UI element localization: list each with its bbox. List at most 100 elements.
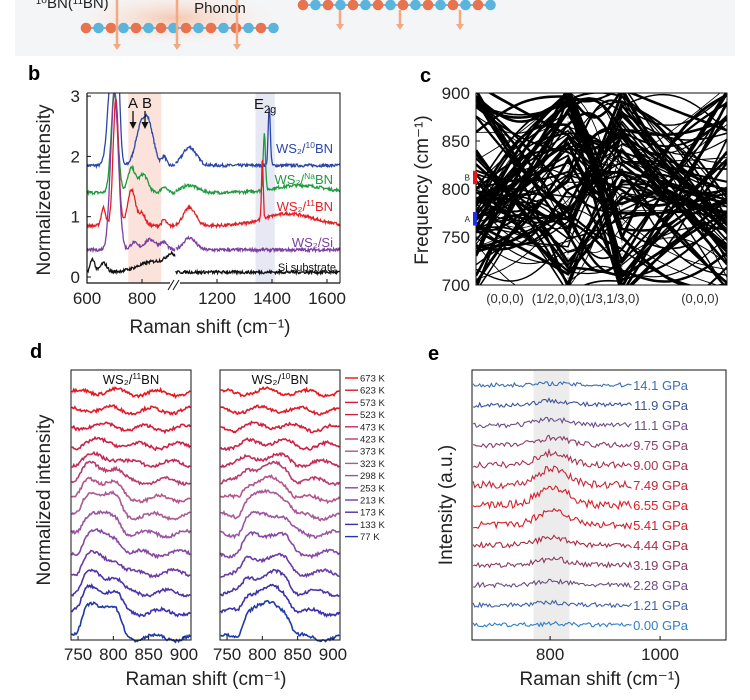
spectrum-213K [220, 552, 340, 579]
atom [335, 0, 346, 11]
axes-frame-b [86, 93, 340, 284]
spectrum-373K [220, 473, 340, 505]
x-tick-label: 900 [170, 645, 198, 664]
phonon-band [476, 131, 727, 247]
mode-marker-label: A [465, 215, 471, 224]
x-tick-label: 800 [536, 645, 564, 664]
atom [155, 22, 167, 34]
legend-label: 133 K [360, 520, 385, 531]
phonon-band [476, 141, 727, 215]
subplot-title: WS₂/10BN [251, 371, 308, 387]
spectrum-14.1-gpa [472, 380, 632, 389]
x-tick-label: 1400 [253, 289, 291, 308]
phonon-band [476, 120, 727, 218]
x-tick-label: (0,0,0) [486, 291, 524, 306]
pressure-label: 7.49 GPa [633, 478, 689, 493]
highlight-band [533, 371, 570, 639]
series-line-ws2-nabn [87, 93, 176, 197]
phonon-band [476, 214, 727, 284]
x-tick-label: 800 [128, 289, 156, 308]
y-axis-label-b: Normalized intensity [34, 104, 55, 276]
y-tick-label: 850 [442, 132, 470, 151]
phonon-arrowhead [173, 44, 181, 50]
legend-item: 473 K [345, 422, 385, 433]
y-tick-label: 1 [71, 208, 80, 227]
pressure-label: 11.1 GPa [634, 418, 689, 433]
spectrum-3.19-gpa [472, 556, 633, 569]
atom [347, 0, 359, 11]
x-tick-label: 850 [134, 645, 162, 664]
phonon-band [476, 207, 719, 285]
spectrum-4.44-gpa [472, 534, 632, 549]
pressure-label: 1.21 GPa [633, 598, 689, 613]
phonon-band [476, 101, 727, 224]
spectrum-373K [71, 476, 191, 505]
legend-item: 673 K [345, 374, 385, 385]
atom [447, 0, 459, 11]
legend-item: 133 K [345, 520, 385, 531]
phonon-band [476, 207, 727, 280]
legend-item: 298 K [345, 471, 385, 482]
x-tick-label: 800 [99, 645, 127, 664]
spectrum-623K [71, 403, 191, 416]
series-line-si-substrate [175, 268, 340, 277]
legend-label: 423 K [360, 435, 385, 446]
y-tick-label: 900 [442, 84, 470, 103]
panel-d: d WS₂/11BN 750 800 850 900 WS₂/10BN 750 800 850 9… [30, 341, 385, 690]
pressure-label: 9.75 GPa [633, 438, 689, 453]
x-axis-label-d: Raman shift (cm⁻¹) [126, 669, 287, 690]
legend-label: 253 K [360, 483, 385, 494]
atom [385, 0, 396, 11]
spectrum-213K [71, 549, 191, 579]
spectrum-323K [71, 489, 191, 522]
axes-frame [70, 369, 192, 641]
atom [80, 22, 92, 34]
isotope-label: ¹⁰BN(¹¹BN) [36, 0, 109, 12]
atom [130, 22, 142, 34]
subplot-2: WS₂/10BN 750 800 850 900 [213, 369, 347, 664]
x-tick-label: 750 [213, 645, 241, 664]
mode-marker-b [473, 170, 477, 185]
x-tick-label: (1/2,0,0) [532, 291, 580, 306]
y-tick-label: 3 [71, 87, 80, 106]
phonon-band [477, 93, 727, 237]
spectrum-173K [71, 568, 191, 598]
pressure-label: 11.9 GPa [634, 398, 689, 413]
x-tick-label: 1000 [641, 645, 679, 664]
legend-item: 323 K [345, 459, 385, 470]
x-tick-label: (0,0,0) [681, 291, 719, 306]
phonon-band [476, 135, 727, 202]
spectrum-11.1-gpa [472, 416, 632, 429]
spectrum-253K [219, 531, 340, 560]
x-tick-label: 900 [319, 645, 347, 664]
pressure-label: 0.00 GPa [633, 618, 689, 633]
atom [105, 22, 117, 34]
y-tick-label: 750 [442, 228, 470, 247]
x-tick-label: 1200 [198, 289, 236, 308]
y-axis-label-d: Normalized intensity [34, 414, 55, 586]
phonon-band [476, 97, 727, 141]
spectrum-573K [220, 420, 340, 434]
phonon-band [476, 95, 727, 232]
legend-label: 523 K [360, 410, 385, 421]
axis-break-marker [167, 279, 180, 291]
series-line-ws2-11bn [87, 97, 176, 230]
spectrum-473K [220, 451, 340, 469]
series-line-ws2-10bn [87, 93, 176, 170]
peak-label-a: A [128, 95, 138, 112]
series-line-ws2-si [87, 93, 176, 254]
atom [397, 0, 409, 11]
pressure-label: 4.44 GPa [633, 538, 689, 553]
panel-label-b: b [28, 63, 40, 85]
spectrum-473K [71, 450, 191, 469]
y-axis-label-c: Frequency (cm⁻¹) [412, 115, 433, 264]
y-axis-label-e: Intensity (a.u.) [436, 445, 457, 565]
subplot-1: WS₂/11BN 750 800 850 900 [64, 369, 198, 664]
spectrum-298K [70, 509, 191, 540]
atom [485, 0, 496, 11]
spectrum-77K [220, 599, 340, 643]
x-axis-label-e: Raman shift (cm⁻¹) [520, 669, 681, 690]
axes-frame-e [471, 369, 727, 641]
atom [118, 22, 129, 34]
